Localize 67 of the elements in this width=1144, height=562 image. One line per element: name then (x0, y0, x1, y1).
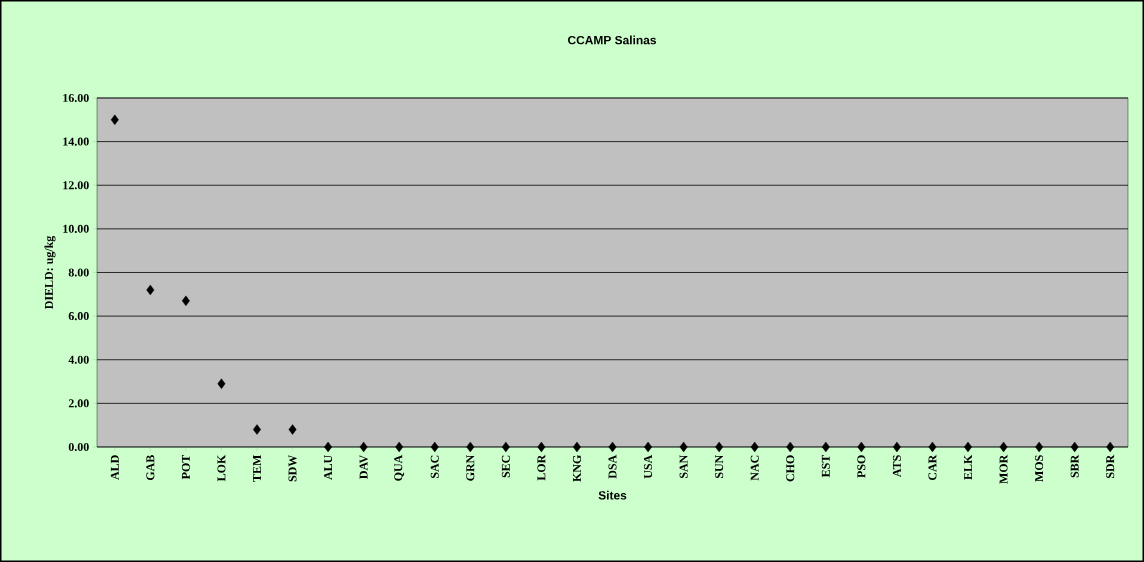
point (110, 114, 119, 125)
x-tick-label: KNG (572, 455, 581, 482)
x-tick-label: LOK (217, 454, 226, 482)
x-tick-label: QUA (394, 454, 405, 481)
x-tick-label: CAR (928, 454, 937, 481)
point (892, 441, 901, 453)
point (466, 441, 475, 453)
point (181, 295, 190, 307)
x-axis-title: Sites (598, 490, 627, 500)
point (999, 441, 1008, 453)
point (359, 441, 368, 453)
point (146, 284, 155, 296)
point (750, 441, 759, 453)
y-tick-label: 10.00 (63, 224, 89, 233)
x-tick-label: POT (181, 454, 190, 480)
x-tick-label: ALD (110, 455, 119, 480)
x-tick-label: GRN (466, 454, 475, 481)
y-tick-label: 14.00 (63, 137, 89, 146)
y-tick-label: 16.00 (63, 93, 89, 103)
x-tick-label: ELK (964, 454, 972, 480)
y-tick-label: 12.00 (63, 181, 89, 190)
point (217, 378, 226, 389)
point (1106, 441, 1115, 453)
point (821, 441, 830, 453)
y-tick-label: 0.00 (68, 442, 89, 452)
x-tick-label: SDW (288, 454, 297, 482)
point (430, 441, 439, 453)
x-tick-label: SUN (715, 454, 724, 479)
chart-title: CCAMP Salinas (567, 35, 657, 45)
x-tick-label: TEM (253, 455, 261, 482)
x-tick-label: CHO (786, 455, 795, 482)
x-tick-label: DAV (359, 454, 368, 479)
point (253, 424, 261, 435)
x-tick-label: MOS (1035, 455, 1044, 482)
point (501, 441, 510, 453)
point (928, 441, 937, 453)
x-tick-label: ALU (324, 455, 333, 480)
y-tick-label: 8.00 (68, 268, 89, 277)
point (288, 424, 297, 435)
y-axis-title: DIELD: ug/kg (44, 235, 56, 309)
point (786, 441, 795, 453)
point (857, 441, 866, 453)
x-tick-label: USA (644, 454, 653, 479)
point (608, 441, 617, 453)
x-tick-label: SAC (430, 455, 439, 479)
y-tick-label: 6.00 (68, 312, 89, 321)
point (537, 441, 546, 453)
x-tick-label: MOR (999, 454, 1008, 484)
x-tick-label: GAB (146, 455, 155, 481)
x-tick-label: PSO (857, 455, 866, 478)
x-tick-label: EST (821, 454, 830, 478)
point (1035, 441, 1044, 453)
x-tick-label: DSA (608, 454, 617, 479)
x-tick-label: NAC (750, 455, 759, 481)
point (1070, 441, 1079, 453)
y-tick-label: 4.00 (68, 355, 89, 364)
x-tick-label: SEC (501, 455, 510, 478)
x-tick-label: ATS (892, 455, 901, 478)
x-tick-label: SBR (1070, 454, 1079, 478)
y-tick-label: 2.00 (68, 399, 89, 408)
point (715, 441, 724, 453)
x-tick-label: SDR (1106, 454, 1115, 479)
point (395, 441, 404, 453)
x-tick-label: SAN (679, 454, 688, 479)
point (324, 441, 333, 453)
x-tick-label: LOR (537, 454, 546, 481)
point (679, 441, 688, 453)
